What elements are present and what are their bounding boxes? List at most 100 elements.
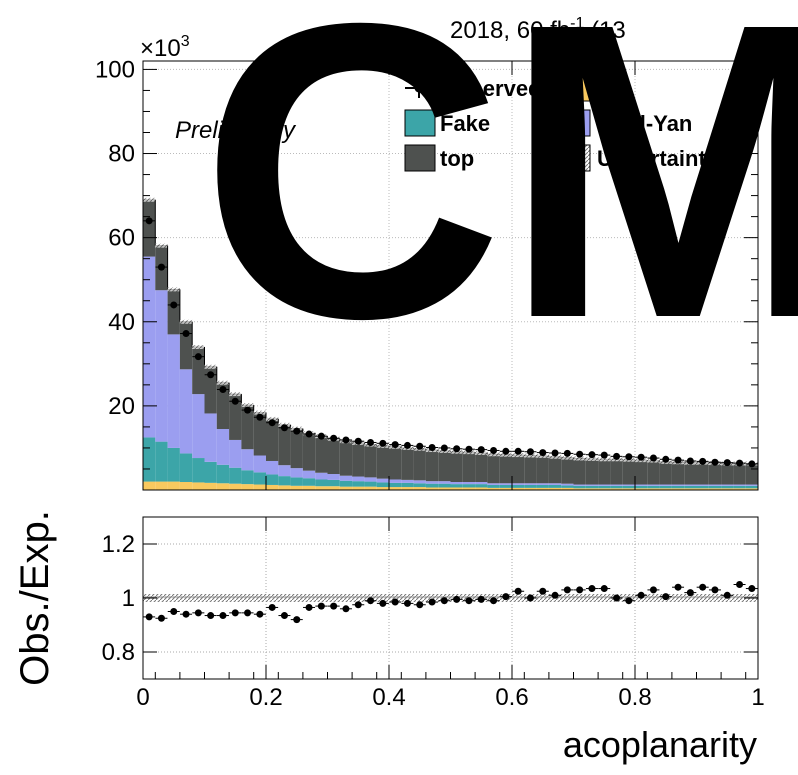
uncertainty-band [204,364,217,369]
bar-vv [253,484,266,490]
bar-drell-yan [413,480,426,484]
bar-vv [425,487,439,490]
bar-vv [684,488,697,490]
legend-label-observed: Observed [440,76,542,101]
y-tick-label: 20 [108,393,135,420]
legend-item-fake: Fake [404,109,490,137]
bar-drell-yan [622,484,635,486]
ratio-point [649,586,657,594]
bar-vv [143,481,156,490]
ratio-point [305,603,313,611]
uncertainty-band [585,456,599,461]
bar-drell-yan [598,484,611,486]
observed-point [145,217,153,225]
bar-top [598,459,611,485]
bar-top [622,459,635,485]
bar-fake [696,485,709,489]
observed-point [453,445,461,453]
bar-top [499,454,512,484]
x-axis-label: acoplanarity [563,724,757,765]
bar-top [327,438,340,475]
bar-vv [659,488,672,490]
observed-point [379,439,387,447]
bar-vv [561,487,574,490]
uncertainty-band [548,454,562,459]
ratio-point [588,585,596,593]
bar-top [167,289,180,335]
observed-point [440,444,448,452]
ratio-point [231,609,239,617]
uncertainty-band [253,410,266,415]
ratio-point [256,610,264,618]
bar-top [733,463,746,485]
bar-fake [487,484,500,488]
ratio-point [416,601,424,609]
bar-fake [204,461,217,483]
legend-item-observed: Observed [405,76,542,101]
legend-item-top: top [404,144,474,172]
bar-fake [573,485,586,489]
uncertainty-band [573,456,586,461]
bar-drell-yan [475,482,488,485]
ratio-y-axis: 0.8 1 1.2 [102,531,758,666]
bar-vv [266,484,279,490]
bar-vv [167,481,180,490]
bar-fake [462,484,476,488]
cms-watermark-logo: CM [200,0,798,406]
observed-point [649,454,657,462]
bar-drell-yan [561,483,574,486]
bar-drell-yan [438,481,451,484]
bar-top [659,461,672,485]
ratio-point [194,609,202,617]
bar-fake [389,482,402,488]
bar-fake [548,484,562,488]
bar-fake [585,485,599,489]
bar-vv [241,484,254,490]
ratio-point [563,586,571,594]
bar-top [253,412,266,456]
observed-point [305,430,313,438]
bar-top [635,460,648,485]
x-tick-label: 0 [136,684,149,711]
bar-vv [475,487,488,490]
bar-drell-yan [585,484,599,486]
bar-fake [499,484,512,488]
bar-fake [512,484,525,488]
main-panel: 20 40 60 80 100 [95,56,759,491]
bar-vv [745,488,758,490]
ratio-point [145,613,153,621]
bar-drell-yan [450,482,463,485]
x-tick-label: 1 [751,684,764,711]
ratio-point [662,593,670,601]
ratio-y-tick-label: 1.2 [102,531,135,558]
bar-top [696,462,709,485]
bar-top [487,454,500,484]
bar-fake [708,485,722,489]
bar-top [229,394,242,440]
bar-vv [733,488,746,490]
ratio-x-axis: 0 0.2 0.4 0.6 0.8 1 [136,517,765,711]
uncertainty-band [598,457,611,462]
ratio-point [367,597,375,605]
bar-fake [290,477,303,486]
legend-item-uncertainty: Uncertainty [559,144,719,172]
bar-drell-yan [352,476,365,482]
bar-vv [450,487,463,490]
ratio-point [674,583,682,591]
ratio-uncertainty-band [143,594,758,602]
bar-drell-yan [684,484,697,486]
ratio-point [490,597,498,605]
bar-drell-yan [745,484,758,486]
bar-top [352,442,365,477]
drell-yan-swatch-icon [559,109,591,137]
bar-drell-yan [290,468,303,478]
bar-vv [573,488,586,490]
bar-top [573,458,586,485]
ratio-point [477,595,485,603]
bar-top [671,462,685,485]
bar-fake [438,483,451,488]
observed-point [625,453,633,461]
uncertainty-band [487,452,500,457]
ratio-point [514,587,522,595]
bar-drell-yan [512,483,525,485]
